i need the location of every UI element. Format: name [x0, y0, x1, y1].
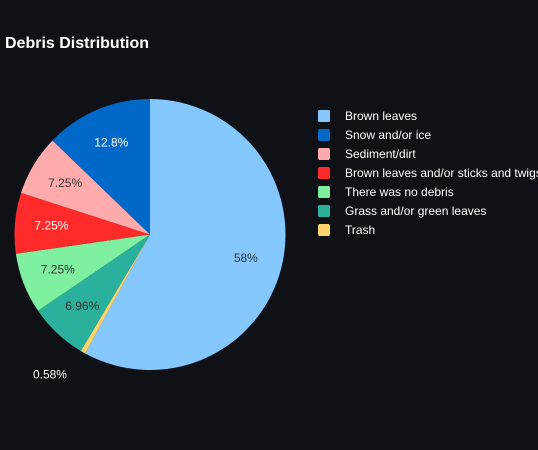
- legend-label: Brown leaves: [345, 108, 418, 123]
- pie-slice-brown-leaves[interactable]: [85, 99, 286, 371]
- legend-item-brown-leaves-and-or-sticks-and-twigs[interactable]: Brown leaves and/or sticks and twigs: [318, 163, 538, 182]
- legend-label: Trash: [345, 222, 376, 237]
- legend-item-snow-and-or-ice[interactable]: Snow and/or ice: [318, 125, 538, 144]
- legend-swatch: [318, 166, 330, 179]
- slice-label-brown-leaves: 58%: [234, 251, 258, 265]
- slice-label-snow-and-or-ice: 12.8%: [94, 136, 128, 150]
- legend-label: Grass and/or green leaves: [345, 203, 487, 218]
- legend-swatch: [318, 109, 330, 122]
- legend-swatch: [318, 128, 330, 141]
- legend-swatch: [318, 185, 330, 198]
- legend-label: Snow and/or ice: [345, 127, 432, 142]
- legend-item-grass-and-or-green-leaves[interactable]: Grass and/or green leaves: [318, 201, 538, 220]
- legend-label: There was no debris: [345, 184, 454, 199]
- slice-label-sediment-dirt: 7.25%: [48, 176, 82, 190]
- pie-slice-brown-leaves-and-or-sticks-and-twigs[interactable]: [14, 192, 151, 254]
- legend-label: Brown leaves and/or sticks and twigs: [345, 165, 538, 180]
- pie-slice-grass-and-or-green-leaves[interactable]: [38, 234, 150, 352]
- legend-swatch: [318, 204, 330, 217]
- legend-item-there-was-no-debris[interactable]: There was no debris: [318, 182, 538, 201]
- legend-item-sediment-dirt[interactable]: Sediment/dirt: [318, 144, 538, 163]
- slice-label-there-was-no-debris: 7.25%: [41, 262, 75, 276]
- slice-label-brown-leaves-and-or-sticks-and-twigs: 7.25%: [34, 218, 68, 232]
- slice-label-trash: 0.58%: [33, 367, 67, 381]
- legend: Brown leaves Snow and/or ice Sediment/dirt…: [318, 106, 538, 239]
- slice-label-grass-and-or-green-leaves: 6.96%: [65, 299, 99, 313]
- pie-slice-trash[interactable]: [80, 234, 150, 354]
- legend-item-brown-leaves[interactable]: Brown leaves: [318, 106, 538, 125]
- legend-swatch: [318, 223, 330, 236]
- legend-item-trash[interactable]: Trash: [318, 220, 538, 239]
- pie-slice-snow-and-or-ice[interactable]: [52, 99, 150, 235]
- chart-title: Debris Distribution: [5, 35, 150, 52]
- legend-swatch: [318, 147, 330, 160]
- legend-label: Sediment/dirt: [345, 146, 416, 161]
- pie-slice-there-was-no-debris[interactable]: [15, 234, 151, 311]
- pie-slice-sediment-dirt[interactable]: [21, 140, 150, 235]
